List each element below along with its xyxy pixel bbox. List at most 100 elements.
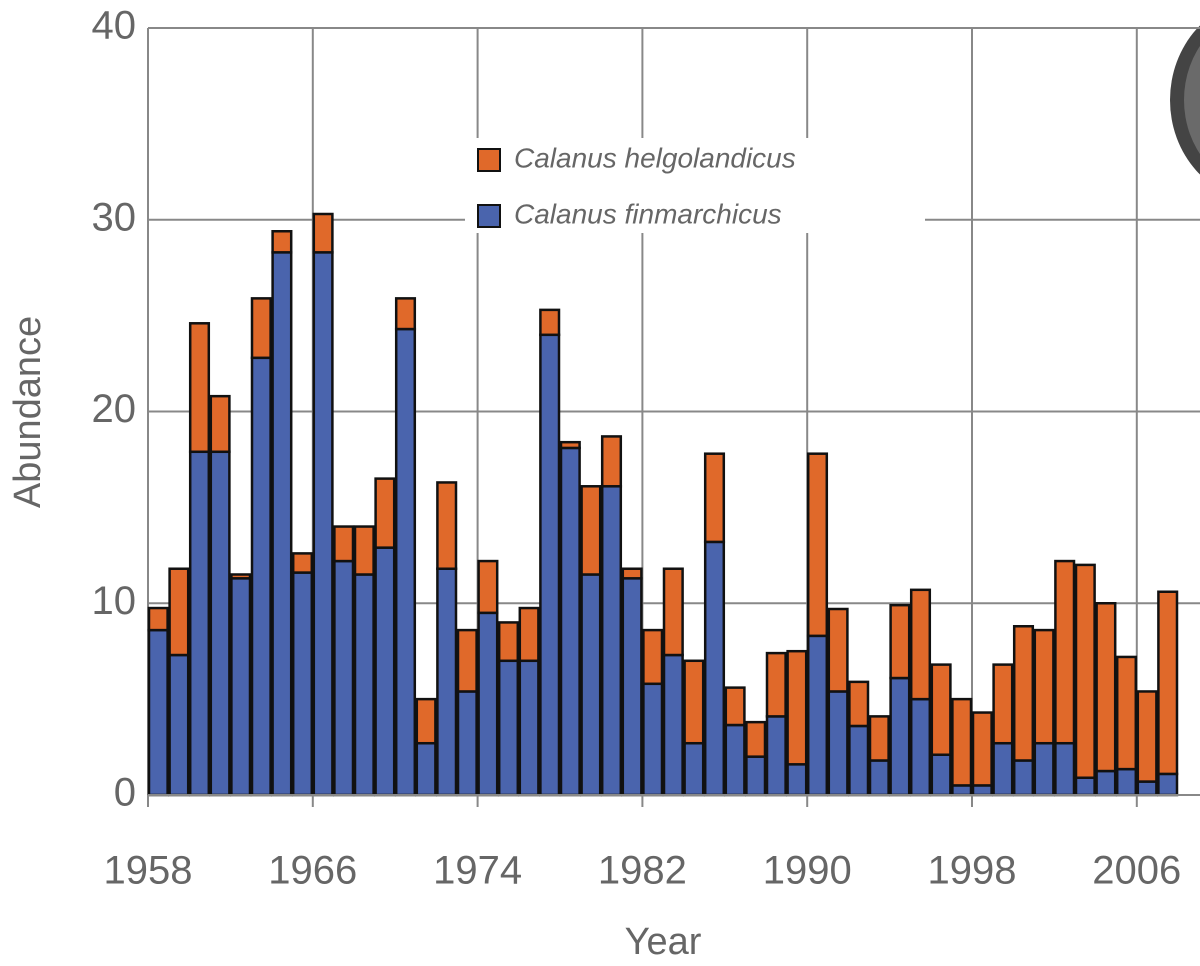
bar-segment: [230, 577, 252, 797]
bar-segment: [312, 251, 334, 797]
x-tick-label: 2006: [1092, 849, 1181, 893]
bar-segment: [291, 552, 314, 574]
bar-segment: [889, 603, 911, 680]
bar-segment: [497, 621, 520, 663]
bar-segment: [1074, 776, 1096, 797]
bar-segment: [951, 697, 973, 787]
bar-segment: [909, 697, 932, 797]
bar-segment: [147, 628, 169, 797]
bar-segment: [271, 251, 293, 797]
bar-segment: [394, 327, 417, 797]
bar-segment: [786, 649, 808, 766]
bar-segment: [951, 784, 973, 797]
bar-segment: [312, 212, 334, 254]
bar-segment: [1115, 655, 1138, 771]
bar-segment: [724, 723, 746, 797]
bar-segment: [456, 690, 478, 797]
bar-segment: [868, 759, 890, 797]
bar-segment: [353, 525, 375, 576]
bar-segment: [209, 394, 231, 454]
bar-segment: [539, 308, 561, 337]
bar-segment: [374, 477, 396, 549]
legend-label: Calanus finmarchicus: [514, 198, 782, 229]
bar-segment: [827, 607, 849, 693]
bar-segment: [477, 559, 499, 615]
y-axis-title: Abundance: [7, 316, 49, 508]
bar-segment: [539, 333, 561, 797]
bar-segment: [188, 450, 211, 797]
corner-decoration: [1184, 45, 1200, 155]
bar-segment: [642, 628, 664, 686]
bar-segment: [786, 763, 808, 797]
bar-segment: [415, 697, 437, 745]
bar-segment: [250, 297, 272, 360]
bar-segment: [394, 297, 417, 331]
bar-segment: [621, 577, 643, 797]
bar-segment: [477, 611, 499, 797]
legend-box: [465, 138, 925, 233]
bar-segment: [188, 322, 211, 454]
x-tick-label: 1982: [598, 849, 687, 893]
bar-segment: [209, 450, 231, 797]
bar-segment: [353, 573, 375, 797]
legend-label: Calanus helgolandicus: [514, 142, 796, 173]
bar-segment: [930, 663, 952, 756]
bar-segment: [889, 676, 911, 797]
bar-segment: [497, 659, 520, 797]
bar-segment: [662, 567, 684, 657]
bar-segment: [745, 720, 767, 758]
bar-segment: [333, 559, 355, 797]
bar-segment: [992, 663, 1014, 745]
bar-segment: [1033, 628, 1055, 745]
bar-segment: [600, 435, 623, 488]
bar-segment: [930, 753, 952, 797]
y-tick-label: 20: [92, 387, 137, 431]
bar-segment: [992, 741, 1014, 797]
bar-segment: [250, 356, 272, 797]
bar-segment: [559, 446, 581, 797]
bar-segment: [600, 485, 623, 797]
bar-segment: [456, 628, 478, 693]
bar-segment: [580, 485, 602, 576]
bar-segment: [1136, 780, 1158, 797]
bar-segment: [1157, 590, 1179, 776]
bar-segment: [745, 755, 767, 797]
bar-segment: [291, 571, 314, 797]
legend-swatch: [477, 204, 501, 228]
bar-segment: [1157, 772, 1179, 797]
bar-segment: [868, 715, 890, 762]
bar-segment: [765, 651, 787, 718]
bar-segment: [806, 452, 829, 638]
bar-segment: [1054, 559, 1076, 745]
bar-segment: [1095, 769, 1117, 797]
x-tick-label: 1974: [433, 849, 522, 893]
x-tick-label: 1958: [104, 849, 193, 893]
axes: 0 10 20 30 40 1958 1966 1974 1982 1990 1998 2006: [92, 4, 1200, 893]
bar-segment: [827, 690, 849, 797]
y-tick-label: 40: [92, 4, 137, 48]
bar-segment: [147, 606, 169, 632]
bar-segment: [518, 659, 540, 797]
bar-segment: [703, 540, 726, 797]
bar-segment: [621, 567, 643, 580]
bar-segment: [436, 481, 458, 570]
x-tick-label: 1998: [928, 849, 1017, 893]
bar-segment: [1054, 741, 1076, 797]
y-tick-label: 10: [92, 579, 137, 623]
bar-segment: [168, 567, 190, 657]
bar-segment: [662, 653, 684, 797]
y-tick-label: 0: [114, 771, 136, 815]
bar-segment: [683, 741, 705, 797]
bar-segment: [1115, 767, 1138, 797]
bar-segment: [415, 741, 437, 797]
bar-segment: [436, 567, 458, 797]
bar-segment: [683, 659, 705, 745]
bar-segment: [971, 784, 993, 797]
bar-segment: [1074, 563, 1096, 779]
legend: Calanus helgolandicus Calanus finmarchicu…: [465, 138, 925, 233]
x-tick-label: 1966: [268, 849, 357, 893]
bar-segment: [580, 573, 602, 797]
bar-segment: [559, 440, 581, 450]
bar-segment: [333, 525, 355, 563]
